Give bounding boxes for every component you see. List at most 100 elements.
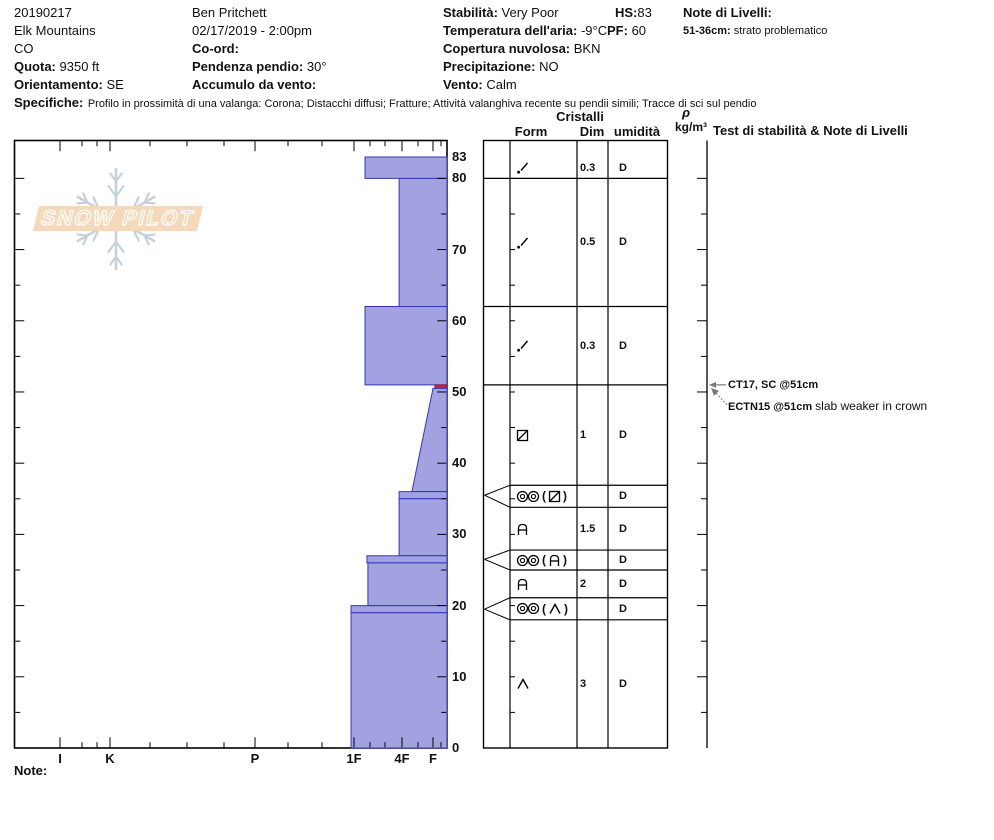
elevation-value: 9350 ft: [59, 59, 100, 74]
hardness-label: P: [250, 751, 260, 766]
stability-test-2-note: slab weaker in crown: [815, 399, 928, 413]
pf-value: 60: [631, 23, 647, 38]
aspect-value: SE: [106, 77, 124, 92]
wetness-value: D: [619, 490, 627, 503]
grain-size-value: 2: [580, 577, 587, 590]
hs-label: HS:: [615, 5, 638, 20]
layer-note: 51-36cm: strato problematico: [683, 24, 827, 38]
depth-label: 80: [452, 170, 467, 186]
sky-label: Copertura nuvolosa:: [443, 41, 571, 56]
region: Elk Mountains: [14, 23, 96, 38]
layer-note-text: strato problematico: [733, 25, 828, 37]
wetness-value: D: [619, 522, 627, 535]
grain-size-value: 1: [580, 429, 587, 442]
depth-label: 10: [452, 668, 467, 684]
grain-form-symbol: [516, 234, 530, 250]
slope-angle: Pendenza pendio: 30°: [192, 59, 327, 75]
grain-form-symbol: [516, 338, 530, 354]
pit-id: 20190217: [14, 5, 72, 20]
air-temp-label: Temperatura dell'aria:: [443, 23, 578, 38]
col-header-rho-units: kg/m³: [674, 120, 708, 134]
hardness-label: 4F: [394, 751, 410, 766]
elevation: Quota: 9350 ft: [14, 59, 99, 75]
grain-size-value: 0.3: [580, 161, 596, 174]
precip: Precipitazione: NO: [443, 59, 559, 75]
pit-depth: PF: 60: [607, 23, 646, 39]
grain-form-symbol: [516, 676, 530, 692]
sky-value: BKN: [573, 41, 601, 56]
aspect-label: Orientamento:: [14, 77, 103, 92]
hs-value: 83: [637, 5, 652, 20]
hardness-label: K: [105, 751, 115, 766]
depth-label: 60: [452, 312, 467, 328]
col-header-rho: ρ: [682, 105, 690, 120]
col-header-umidita: umidità: [613, 124, 661, 139]
hardness-label: 1F: [346, 751, 362, 766]
wind-value: Calm: [486, 77, 517, 92]
wetness-value: D: [619, 161, 627, 174]
datetime: 02/17/2019 - 2:00pm: [192, 23, 312, 38]
wind: Vento: Calm: [443, 77, 517, 93]
grain-form-symbol: (): [516, 488, 567, 504]
wetness-value: D: [619, 577, 627, 590]
wetness-value: D: [619, 429, 627, 442]
grain-form-symbol: [516, 521, 529, 537]
grain-size-value: 0.5: [580, 236, 596, 249]
aspect: Orientamento: SE: [14, 77, 124, 93]
stability-test-2-text: ECTN15 @51cm: [728, 401, 813, 413]
wetness-value: D: [619, 602, 627, 615]
stability-test-1-text: CT17, SC @51cm: [728, 379, 819, 391]
depth-label: 50: [452, 383, 467, 399]
elevation-label: Quota:: [14, 59, 56, 74]
layer-notes-title: Note di Livelli:: [683, 5, 772, 20]
grain-size-value: 1.5: [580, 522, 596, 535]
wind-label: Vento:: [443, 77, 483, 92]
stability-test-1: CT17, SC @51cm: [728, 379, 818, 391]
specifics-label: Specifiche:: [14, 95, 84, 110]
stability: Stabilità: Very Poor: [443, 5, 559, 21]
depth-label: 0: [452, 740, 460, 755]
observer: Ben Pritchett: [192, 5, 267, 20]
col-header-form: Form: [514, 124, 548, 139]
sky-cover: Copertura nuvolosa: BKN: [443, 41, 600, 57]
air-temp: Temperatura dell'aria: -9°C: [443, 23, 607, 39]
depth-label: 20: [452, 597, 467, 613]
col-header-dim: Dim: [579, 124, 605, 139]
state: CO: [14, 41, 34, 56]
snow-height: HS:83: [615, 5, 652, 21]
specifics-text: Profilo in prossimità di una valanga: Co…: [87, 98, 757, 110]
coord-label: Co-ord:: [192, 41, 239, 56]
pf-label: PF:: [607, 23, 628, 38]
precip-value: NO: [539, 59, 559, 74]
stability-test-2: ECTN15 @51cm slab weaker in crown: [728, 399, 927, 413]
wetness-value: D: [619, 554, 627, 567]
grain-form-symbol: (): [516, 601, 568, 617]
snowpilot-logo-text: SNOW PILOT: [38, 206, 198, 230]
wind-loading-label: Accumulo da vento:: [192, 77, 317, 92]
grain-form-symbol: [516, 576, 529, 592]
layer-note-range: 51-36cm:: [683, 25, 731, 37]
hardness-label: I: [58, 751, 62, 766]
depth-label: 70: [452, 241, 467, 257]
col-header-tests: Test di stabilità & Note di Livelli: [713, 123, 908, 138]
slope-label: Pendenza pendio:: [192, 59, 304, 74]
grain-size-value: 0.3: [580, 339, 596, 352]
wind-loading: Accumulo da vento:: [192, 77, 316, 93]
wetness-value: D: [619, 339, 627, 352]
stability-value: Very Poor: [501, 5, 559, 20]
grain-form-symbol: [516, 160, 530, 176]
stability-label: Stabilità:: [443, 5, 498, 20]
grain-size-value: 3: [580, 677, 587, 690]
depth-label: 30: [452, 526, 467, 542]
grain-form-symbol: [516, 427, 529, 443]
air-temp-value: -9°C: [580, 23, 608, 38]
col-header-cristalli: Cristalli: [556, 109, 604, 124]
depth-label: 40: [452, 455, 467, 471]
coord: Co-ord:: [192, 41, 239, 57]
snowpilot-logo: SNOW PILOT: [32, 206, 204, 231]
grain-form-symbol: (): [516, 552, 567, 568]
depth-label: 83: [452, 149, 467, 164]
note-label: Note:: [14, 763, 48, 778]
